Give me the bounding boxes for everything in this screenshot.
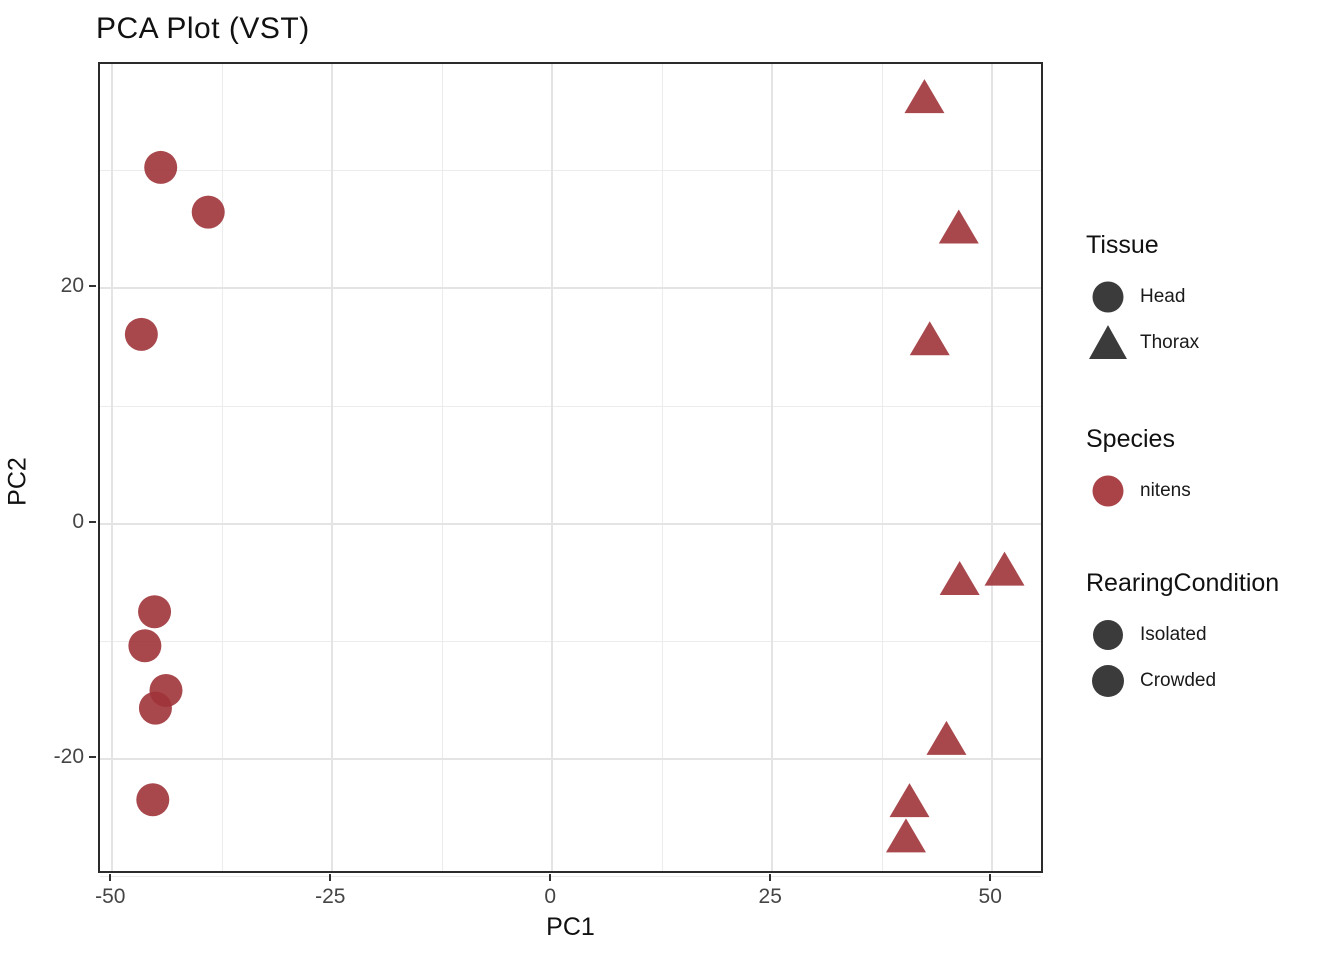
plot-panel xyxy=(98,62,1043,877)
legend-group-tissue: Tissue Head Thorax xyxy=(1086,230,1336,366)
x-minor-gridline xyxy=(441,64,443,871)
y-major-gridline xyxy=(100,757,1041,760)
x-tick-label: 25 xyxy=(758,885,782,908)
y-axis-title: PC2 xyxy=(3,457,32,506)
legend-item-label: Crowded xyxy=(1140,670,1217,691)
legend-item-thorax: Thorax xyxy=(1086,320,1336,366)
scatter-points xyxy=(124,79,1025,853)
data-point-triangle xyxy=(984,551,1025,586)
x-axis-title: PC1 xyxy=(546,913,595,941)
legend-item-label: nitens xyxy=(1140,480,1191,501)
x-major-gridline xyxy=(991,64,994,871)
data-point-circle xyxy=(128,629,162,663)
circle-icon xyxy=(1086,277,1130,317)
data-point-circle xyxy=(191,195,225,229)
data-point-triangle xyxy=(926,720,967,755)
x-tick-mark xyxy=(109,874,112,881)
data-point-circle xyxy=(138,595,172,629)
circle-icon xyxy=(1086,471,1130,511)
legend-title: Tissue xyxy=(1086,231,1159,259)
x-minor-gridline xyxy=(661,64,663,871)
y-tick-mark xyxy=(89,520,96,523)
data-point-circle xyxy=(136,783,170,817)
y-tick-label: -20 xyxy=(53,744,84,768)
y-minor-gridline xyxy=(100,170,1041,172)
circle-icon xyxy=(1086,615,1130,655)
x-tick-label: 0 xyxy=(544,885,557,908)
y-minor-gridline xyxy=(100,875,1041,877)
x-major-gridline xyxy=(111,64,114,871)
legend-item-isolated: Isolated xyxy=(1086,612,1336,658)
y-tick-label: 0 xyxy=(72,509,84,533)
x-tick-mark xyxy=(989,874,992,881)
x-tick-label: -50 xyxy=(95,885,126,908)
x-tick-label: 50 xyxy=(978,885,1002,908)
y-major-gridline xyxy=(100,287,1041,290)
legend-item-head: Head xyxy=(1086,274,1336,320)
y-major-gridline xyxy=(100,522,1041,525)
x-major-gridline xyxy=(771,64,774,871)
legend-title: RearingCondition xyxy=(1086,569,1280,597)
legend-item-label: Thorax xyxy=(1140,332,1200,353)
triangle-icon xyxy=(1086,323,1130,363)
x-tick-mark xyxy=(549,874,552,881)
x-tick-mark xyxy=(769,874,772,881)
data-point-circle xyxy=(138,691,172,725)
x-major-gridline xyxy=(551,64,554,871)
plot-title: PCA Plot (VST) xyxy=(96,12,310,45)
legend-item-nitens: nitens xyxy=(1086,468,1336,514)
y-minor-gridline xyxy=(100,405,1041,407)
y-minor-gridline xyxy=(100,640,1041,642)
data-point-triangle xyxy=(909,321,950,356)
x-minor-gridline xyxy=(881,64,883,871)
legend-item-label: Isolated xyxy=(1140,624,1207,645)
legend-group-rearingcondition: RearingCondition Isolated Crowded xyxy=(1086,568,1336,704)
legend-item-label: Head xyxy=(1140,286,1186,307)
data-point-triangle xyxy=(938,209,979,244)
circle-icon xyxy=(1086,661,1130,701)
data-point-triangle xyxy=(904,79,945,114)
x-tick-mark xyxy=(329,874,332,881)
y-tick-label: 20 xyxy=(60,274,84,298)
data-point-circle xyxy=(144,150,178,184)
data-point-triangle xyxy=(889,783,930,818)
x-major-gridline xyxy=(331,64,334,871)
x-minor-gridline xyxy=(221,64,223,871)
x-tick-label: -25 xyxy=(315,885,346,908)
y-tick-mark xyxy=(89,285,96,288)
legend: Tissue Head Thorax Species nitens RearingCond… xyxy=(1086,230,1336,704)
y-tick-mark xyxy=(89,755,96,758)
legend-group-species: Species nitens xyxy=(1086,424,1336,514)
data-point-circle xyxy=(124,317,158,351)
legend-item-crowded: Crowded xyxy=(1086,658,1336,704)
legend-title: Species xyxy=(1086,425,1175,453)
data-point-triangle xyxy=(885,818,926,853)
data-point-triangle xyxy=(939,560,980,595)
